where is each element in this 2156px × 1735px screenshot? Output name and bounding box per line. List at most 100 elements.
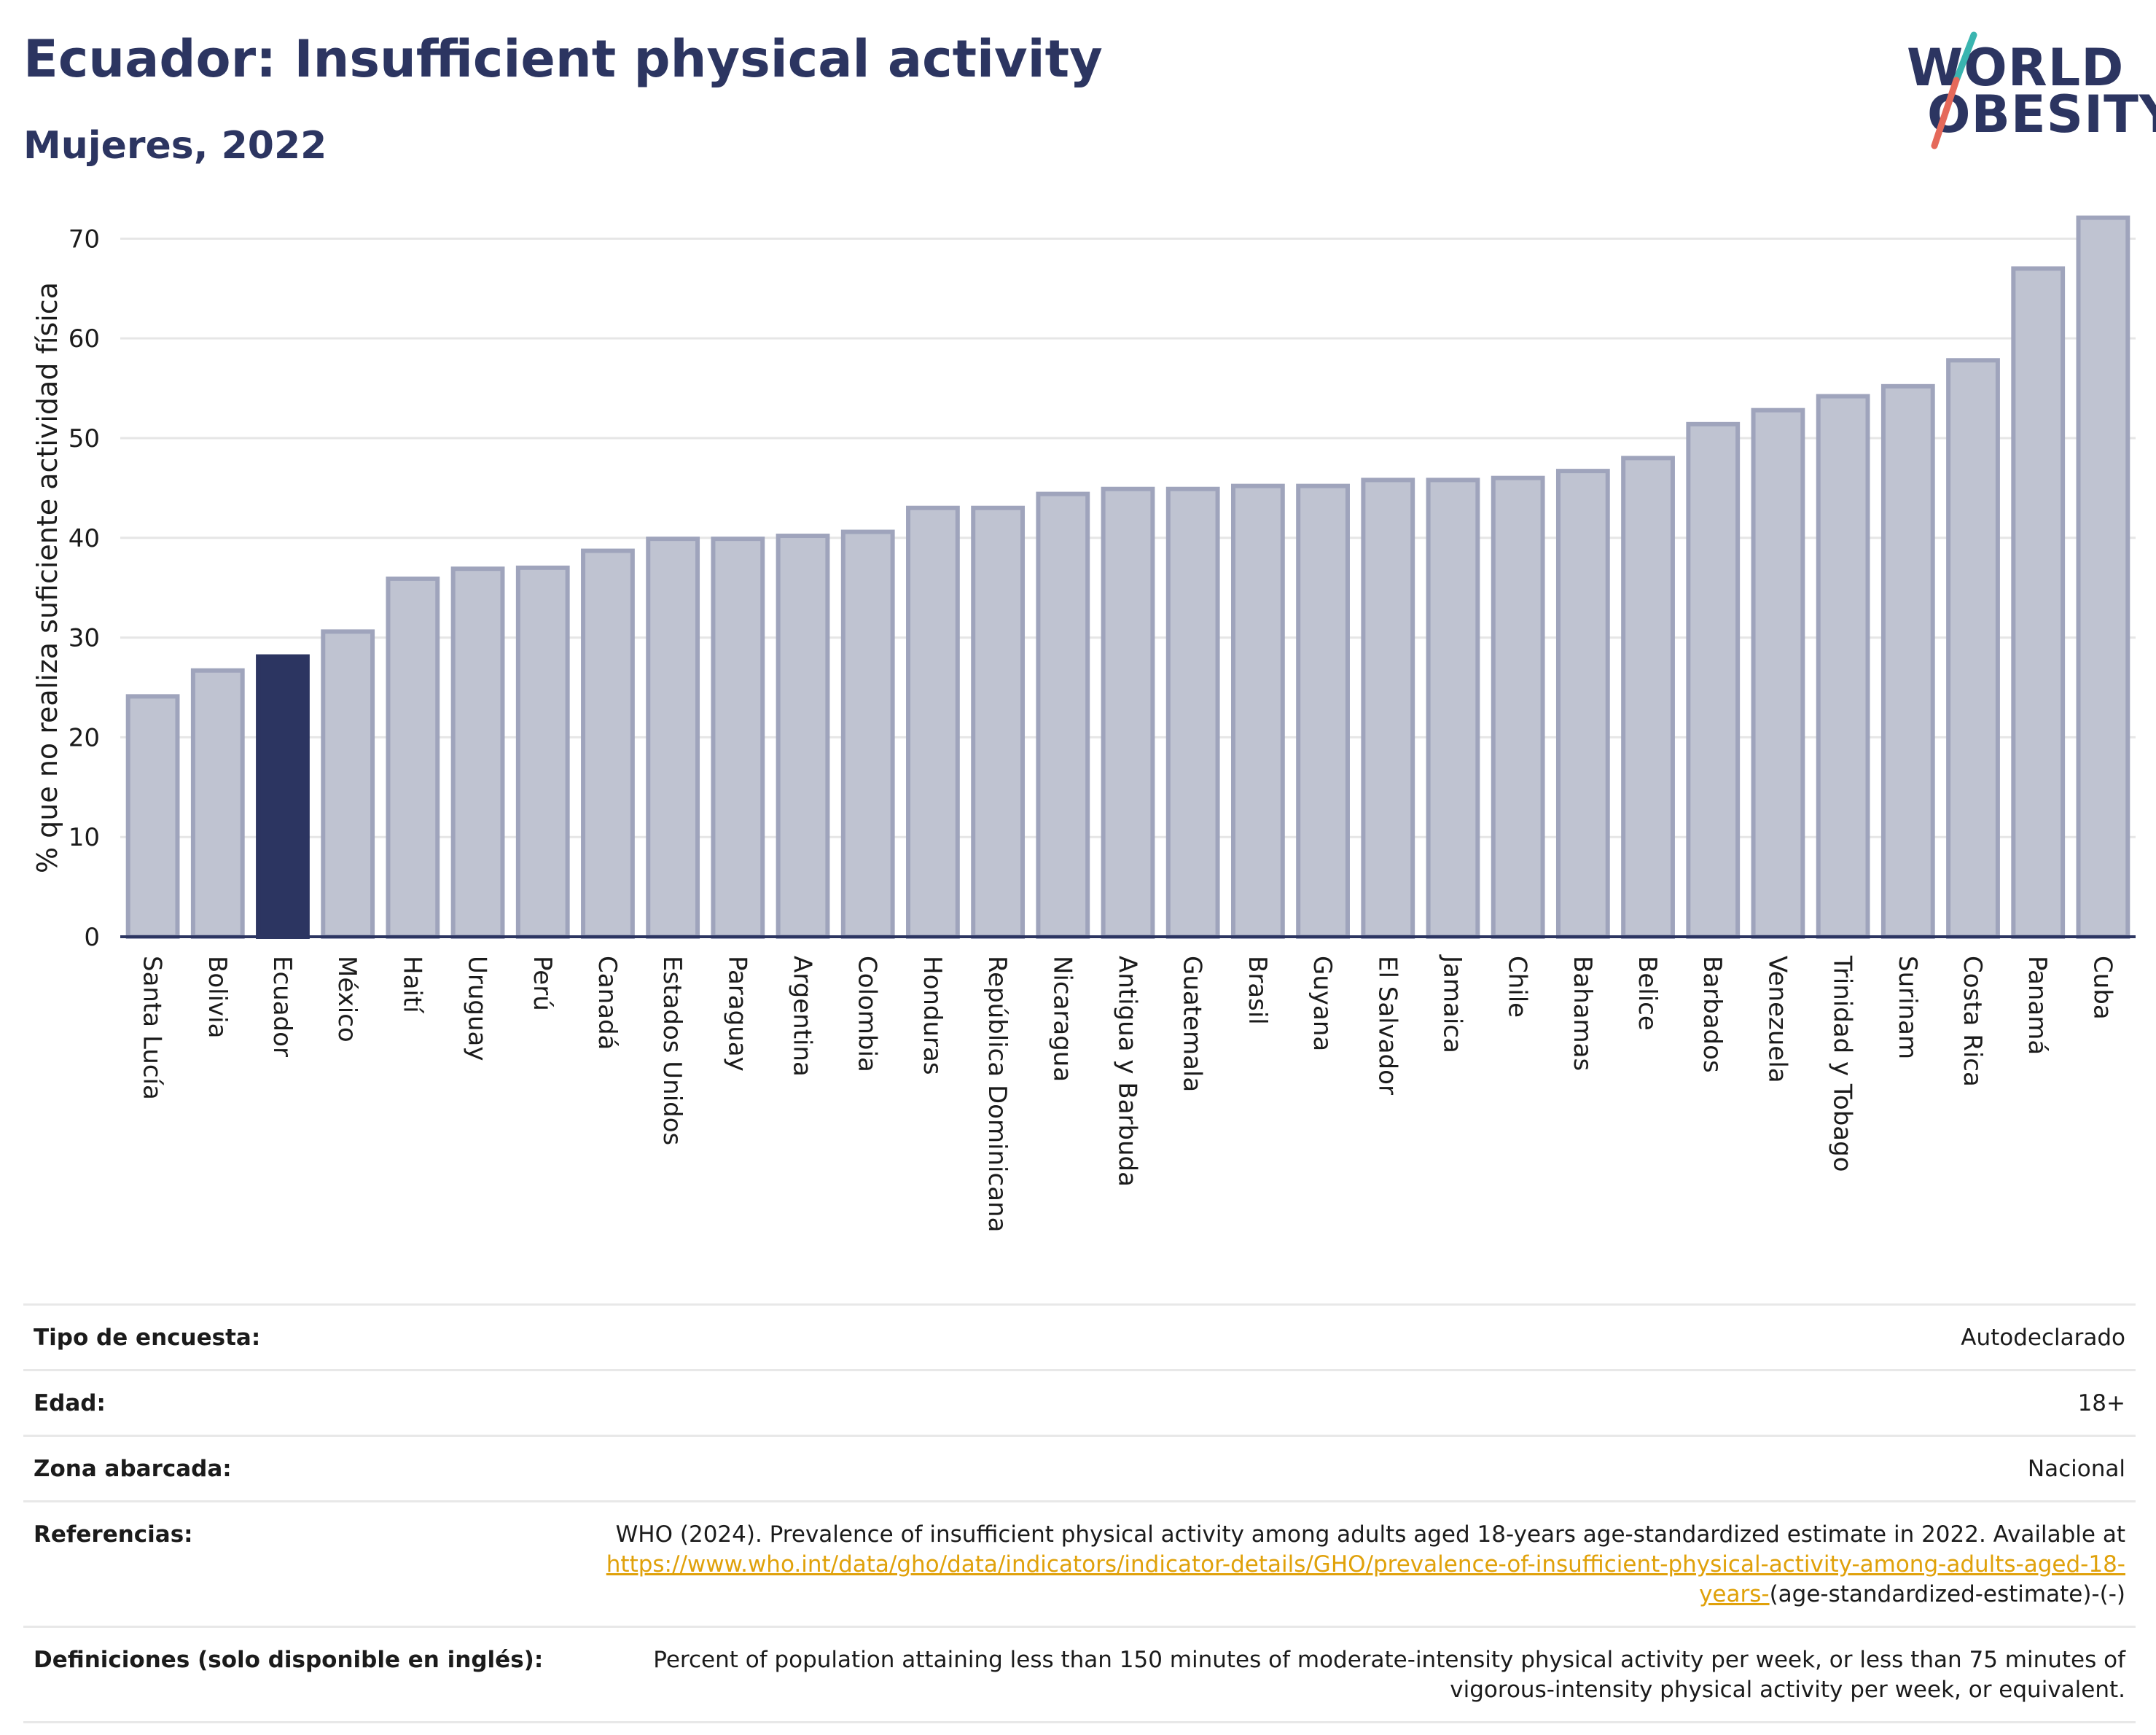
y-tick-label: 0 [84, 923, 100, 952]
x-tick-label: Honduras [918, 956, 947, 1075]
meta-row-survey-type: Tipo de encuesta: Autodeclarado [23, 1303, 2136, 1369]
meta-row-area: Zona abarcada: Nacional [23, 1435, 2136, 1500]
meta-value: 18+ [2077, 1390, 2125, 1416]
x-tick-label: Antigua y Barbuda [1113, 956, 1142, 1187]
meta-label: Definiciones (solo disponible en inglés)… [34, 1647, 544, 1673]
bar-costa-rica [1946, 358, 2000, 939]
x-tick-label: Perú [528, 956, 557, 1011]
x-tick-label: Jamaica [1437, 954, 1466, 1053]
bar-canadá [581, 548, 635, 939]
bar-perú [515, 565, 570, 939]
meta-row-age: Edad: 18+ [23, 1369, 2136, 1435]
x-tick-label: Brasil [1243, 956, 1272, 1025]
bar-cuba [2076, 215, 2130, 939]
meta-value: Nacional [2027, 1456, 2125, 1482]
bar-venezuela [1751, 408, 1805, 939]
x-tick-label: Ecuador [267, 956, 297, 1057]
bar-haití [386, 576, 440, 939]
y-tick-label: 30 [69, 624, 100, 653]
x-tick-label: Santa Lucía [138, 956, 167, 1100]
x-tick-label: Venezuela [1762, 956, 1792, 1083]
bar-república-dominicana [971, 505, 1026, 940]
x-tick-label: Panamá [2023, 956, 2052, 1055]
x-tick-label: El Salvador [1372, 956, 1402, 1095]
y-tick-label: 70 [69, 225, 100, 254]
bar-brasil [1230, 483, 1285, 939]
reference-text: WHO (2024). Prevalence of insufficient p… [615, 1521, 2125, 1548]
x-tick-label: Trinidad y Tobago [1828, 955, 1857, 1172]
x-tick-label: México [332, 956, 362, 1042]
world-obesity-logo: WORLD OBESITY [1895, 29, 2156, 160]
bar-nicaragua [1036, 491, 1090, 940]
x-tick-label: Surinam [1893, 956, 1922, 1059]
meta-label: Tipo de encuesta: [34, 1325, 261, 1351]
bar-surinam [1880, 383, 1935, 940]
logo-line-1: WORLD [1907, 38, 2125, 98]
x-tick-label: Belice [1633, 956, 1662, 1031]
chart-subtitle: Mujeres, 2022 [23, 124, 327, 168]
bar-barbados [1686, 421, 1741, 939]
x-tick-label: Costa Rica [1958, 956, 1987, 1087]
meta-value: WHO (2024). Prevalence of insufficient p… [566, 1520, 2125, 1610]
bar-guatemala [1165, 486, 1220, 939]
bar-chart: 0 10 20 30 40 50 60 70 Santa Lucía Bolivia Ecuado… [31, 215, 2136, 1232]
y-tick-label: 20 [69, 723, 100, 752]
x-tick-label: Guatemala [1178, 956, 1207, 1092]
y-axis-label: % que no realiza suficiente actividad fí… [31, 282, 63, 873]
x-tick-label: Uruguay [463, 956, 492, 1061]
bar-honduras [906, 505, 960, 940]
bar-belice [1621, 456, 1675, 940]
x-tick-label: Canadá [593, 956, 622, 1050]
meta-row-definitions: Definiciones (solo disponible en inglés)… [23, 1626, 2136, 1723]
y-tick-label: 40 [69, 524, 100, 553]
x-tick-label: Bahamas [1568, 956, 1597, 1071]
x-tick-label: Estados Unidos [657, 956, 687, 1145]
bar-méxico [321, 629, 375, 939]
bar-trinidad-y-tobago [1816, 394, 1870, 939]
x-tick-label: Nicaragua [1047, 956, 1077, 1082]
meta-value: Autodeclarado [1961, 1325, 2125, 1351]
bar-colombia [840, 529, 895, 939]
meta-label: Edad: [34, 1390, 106, 1416]
x-tick-label: Cuba [2087, 956, 2117, 1020]
bar-bolivia [190, 668, 245, 940]
y-tick-label: 50 [69, 424, 100, 453]
meta-label: Zona abarcada: [34, 1456, 232, 1482]
bar-jamaica [1426, 477, 1480, 939]
x-tick-label: Haití [397, 956, 426, 1014]
y-tick-label: 60 [69, 324, 100, 354]
x-tick-label: Paraguay [722, 956, 751, 1072]
logo-line-2: OBESITY [1927, 85, 2156, 144]
bars [125, 215, 2130, 940]
bar-estados-unidos [646, 537, 700, 940]
y-axis: 0 10 20 30 40 50 60 70 [69, 225, 2136, 952]
bar-panamá [2011, 266, 2066, 940]
meta-row-references: Referencias: WHO (2024). Prevalence of i… [23, 1500, 2136, 1626]
bar-santa-lucía [125, 694, 180, 939]
chart-title: Ecuador: Insufficient physical activity [23, 29, 1103, 89]
meta-label: Referencias: [34, 1521, 193, 1548]
bar-paraguay [711, 537, 765, 940]
bar-el-salvador [1361, 477, 1415, 939]
bar-ecuador [256, 654, 310, 940]
x-tick-label: Argentina [788, 956, 817, 1077]
x-tick-label: Chile [1503, 956, 1532, 1018]
x-tick-label: Barbados [1698, 956, 1727, 1073]
metadata-table: Tipo de encuesta: Autodeclarado Edad: 18… [23, 1303, 2136, 1723]
x-tick-label: Colombia [853, 956, 882, 1072]
bar-uruguay [450, 566, 505, 939]
bar-bahamas [1555, 469, 1610, 939]
bar-antigua-y-barbuda [1101, 486, 1155, 939]
reference-suffix: (age-standardized-estimate)-(-) [1769, 1581, 2125, 1607]
x-tick-label: Bolivia [203, 956, 232, 1038]
bar-argentina [776, 534, 830, 939]
logo-slash-icon [1931, 31, 1977, 149]
reference-link[interactable]: https://www.who.int/data/gho/data/indica… [606, 1551, 2125, 1607]
x-tick-label: República Dominicana [983, 956, 1012, 1232]
bar-chile [1491, 475, 1545, 939]
meta-value: Percent of population attaining less tha… [653, 1647, 2125, 1703]
bar-guyana [1296, 483, 1350, 939]
y-tick-label: 10 [69, 823, 100, 852]
x-tick-label: Guyana [1308, 956, 1337, 1051]
x-axis-labels: Santa Lucía Bolivia Ecuador México Haití Urug… [138, 954, 2117, 1232]
